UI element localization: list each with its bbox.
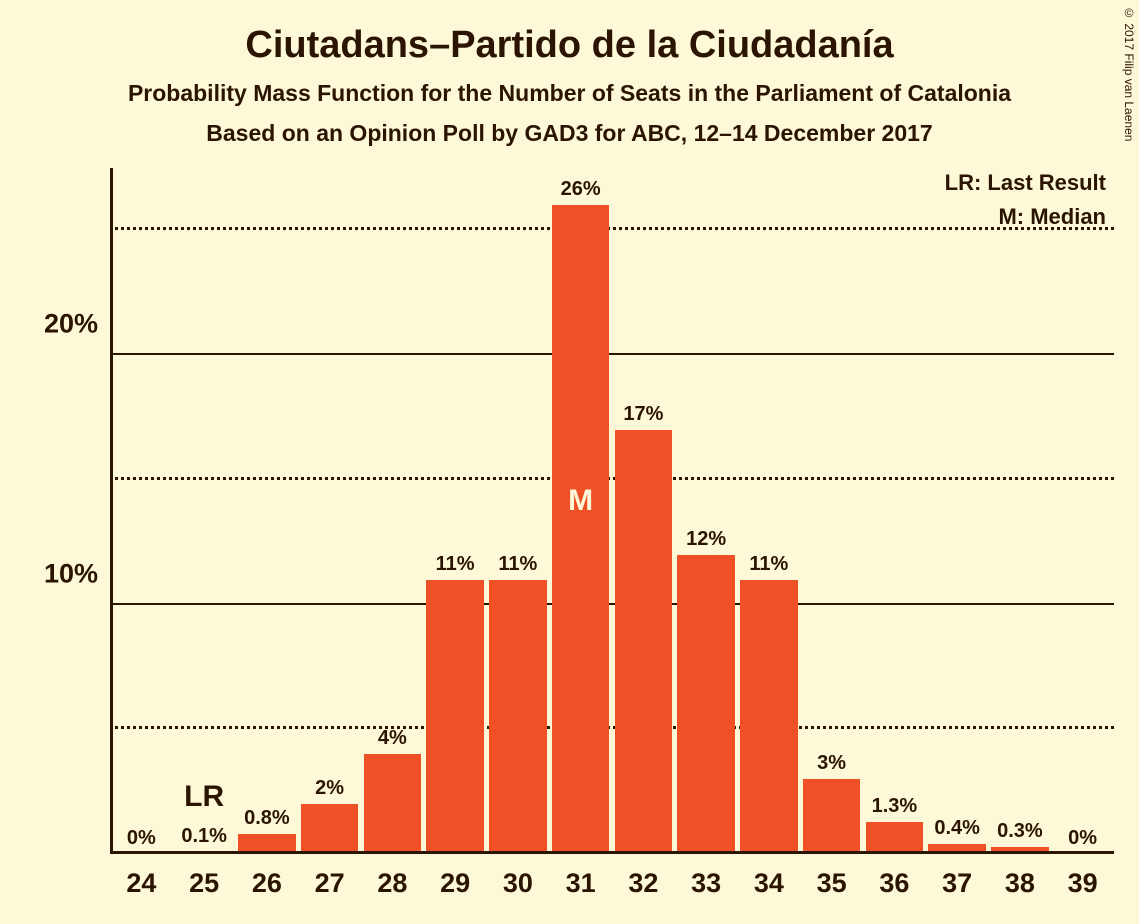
- x-tick-label: 35: [800, 868, 863, 899]
- bar-value-label: 0%: [1068, 827, 1097, 850]
- legend-entry: M: Median: [998, 204, 1106, 230]
- median-marker: M: [568, 484, 593, 518]
- bar-slot: 0%: [110, 168, 173, 854]
- bar: [426, 580, 484, 854]
- bar-value-label: 12%: [686, 528, 726, 551]
- bar-value-label: 2%: [315, 777, 344, 800]
- bar-value-label: 4%: [378, 727, 407, 750]
- y-tick-label: 20%: [44, 309, 98, 340]
- x-tick-label: 30: [487, 868, 550, 899]
- x-tick-label: 39: [1051, 868, 1114, 899]
- plot-area: 10%20%0%LR0.1%0.8%2%4%11%11%26%M17%12%11…: [110, 168, 1114, 854]
- x-tick-label: 26: [236, 868, 299, 899]
- bar-value-label: 3%: [817, 752, 846, 775]
- x-tick-label: 33: [675, 868, 738, 899]
- bar-value-label: 0.1%: [181, 825, 227, 848]
- bar: [803, 779, 861, 854]
- bar: [740, 580, 798, 854]
- bar-slot: 4%: [361, 168, 424, 854]
- x-tick-label: 24: [110, 868, 173, 899]
- bar: [489, 580, 547, 854]
- bar-value-label: 0.3%: [997, 820, 1043, 843]
- bar-slot: 0%: [1051, 168, 1114, 854]
- legend-entry: LR: Last Result: [945, 170, 1106, 196]
- bar: [364, 754, 422, 854]
- bar: [677, 555, 735, 854]
- bar-value-label: 11%: [749, 553, 788, 576]
- x-tick-label: 36: [863, 868, 926, 899]
- bar: [615, 430, 673, 854]
- bar-value-label: 17%: [623, 403, 663, 426]
- bar-value-label: 0.4%: [934, 817, 980, 840]
- chart-subtitle-2: Based on an Opinion Poll by GAD3 for ABC…: [0, 120, 1139, 147]
- bars-row: 0% LR 0.1% 0.8% 2% 4% 11% 11% 26% M 17% 12% 11% 3% 1.3…: [110, 168, 1114, 854]
- bar-value-label: 11%: [436, 553, 475, 576]
- y-tick-label: 10%: [44, 558, 98, 589]
- bar: [866, 822, 924, 854]
- bar-slot: LR 0.1%: [173, 168, 236, 854]
- bar-slot: 11%: [738, 168, 801, 854]
- bar-slot: 0.8%: [236, 168, 299, 854]
- bar-value-label: 0%: [127, 827, 156, 850]
- x-tick-label: 31: [549, 868, 612, 899]
- bar: M: [552, 205, 610, 854]
- x-tick-label: 29: [424, 868, 487, 899]
- chart-credit: © 2017 Filip van Laenen: [1122, 6, 1136, 141]
- x-tick-label: 32: [612, 868, 675, 899]
- x-tick-label: 27: [298, 868, 361, 899]
- last-result-label: LR: [184, 780, 224, 814]
- bar-slot: 11%: [487, 168, 550, 854]
- x-tick-label: 34: [738, 868, 801, 899]
- bar-slot: 12%: [675, 168, 738, 854]
- x-tick-label: 38: [989, 868, 1052, 899]
- x-tick-label: 28: [361, 868, 424, 899]
- x-tick-label: 37: [926, 868, 989, 899]
- x-tick-label: 25: [173, 868, 236, 899]
- bar: [301, 804, 359, 854]
- bar-slot: 26% M: [549, 168, 612, 854]
- bar-slot: 2%: [298, 168, 361, 854]
- x-tick-row: 24252627282930313233343536373839: [110, 868, 1114, 899]
- chart-canvas: Ciutadans–Partido de la Ciudadanía Proba…: [0, 0, 1139, 924]
- bar-slot: 1.3%: [863, 168, 926, 854]
- bar-slot: 11%: [424, 168, 487, 854]
- chart-subtitle-1: Probability Mass Function for the Number…: [0, 80, 1139, 107]
- bar-slot: 17%: [612, 168, 675, 854]
- bar-value-label: 26%: [561, 178, 601, 201]
- bar-slot: 3%: [800, 168, 863, 854]
- chart-title: Ciutadans–Partido de la Ciudadanía: [0, 24, 1139, 67]
- bar-slot: 0.3%: [989, 168, 1052, 854]
- bar-value-label: 0.8%: [244, 807, 290, 830]
- y-axis-line: [110, 168, 113, 854]
- x-axis-line: [110, 851, 1114, 854]
- bar-value-label: 11%: [498, 553, 537, 576]
- bar-value-label: 1.3%: [872, 795, 918, 818]
- bar-slot: 0.4%: [926, 168, 989, 854]
